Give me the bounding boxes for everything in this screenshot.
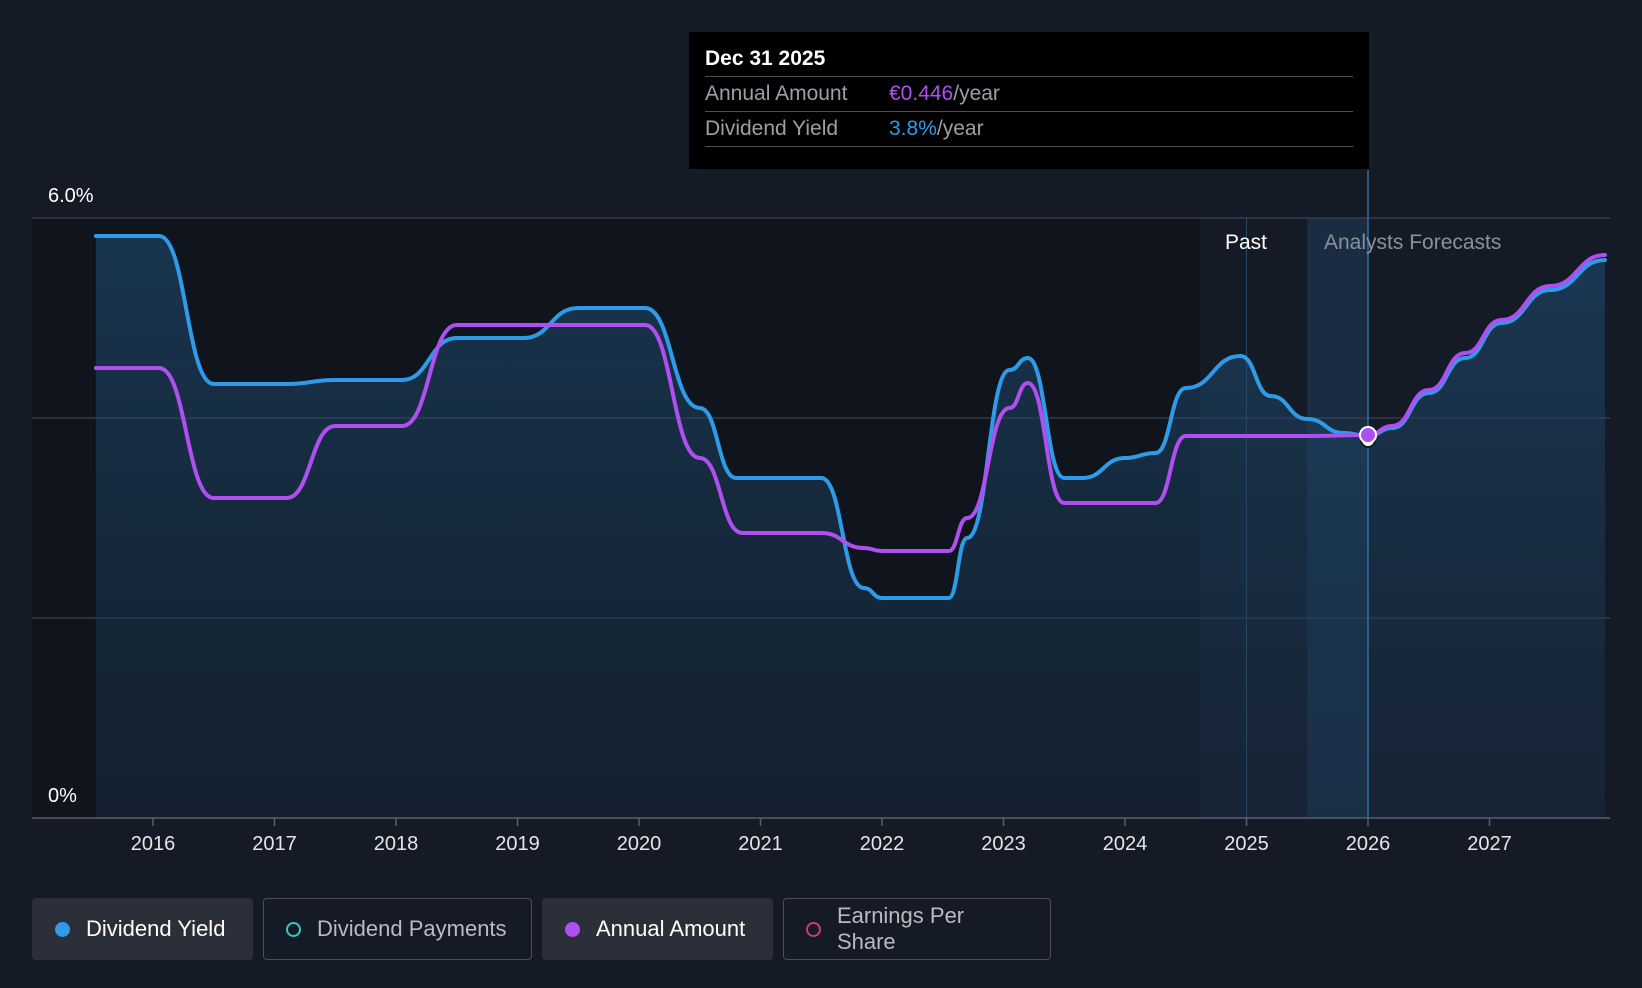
yield-area-fill: [95, 236, 1605, 818]
x-tick-label: 2017: [252, 833, 297, 855]
legend-dividend-yield[interactable]: Dividend Yield: [32, 898, 253, 960]
x-tick-label: 2021: [738, 833, 783, 855]
tooltip-date: Dec 31 2025: [705, 46, 1353, 77]
tooltip-unit: /year: [953, 82, 1000, 105]
legend-earnings-per-share[interactable]: Earnings Per Share: [783, 898, 1051, 960]
x-tick-label: 2027: [1467, 833, 1512, 855]
tooltip-label: Annual Amount: [705, 82, 848, 105]
ring-icon: [286, 921, 301, 937]
x-tick-label: 2020: [617, 833, 662, 855]
tooltip-label: Dividend Yield: [705, 117, 839, 140]
y-axis-max-label: 6.0%: [48, 185, 94, 207]
x-tick-label: 2023: [981, 833, 1026, 855]
x-tick-label: 2019: [495, 833, 540, 855]
x-tick-label: 2025: [1224, 833, 1269, 855]
tooltip-row-annual-amount: Annual Amount €0.446 /year: [705, 77, 1353, 112]
tooltip-row-dividend-yield: Dividend Yield 3.8% /year: [705, 112, 1353, 147]
x-tick-label: 2016: [131, 833, 176, 855]
legend-label: Earnings Per Share: [836, 903, 965, 954]
x-tick-label: 2018: [374, 833, 419, 855]
ring-icon: [806, 921, 821, 937]
legend-dividend-payments[interactable]: Dividend Payments: [263, 898, 532, 960]
annual-amount-line: [93, 253, 1607, 554]
past-label: Past: [1225, 231, 1267, 254]
tooltip: Dec 31 2025 Annual Amount €0.446 /year D…: [689, 32, 1369, 169]
dot-icon: [565, 921, 580, 937]
x-tick-label: 2024: [1103, 833, 1148, 855]
legend: Dividend Yield Dividend Payments Annual …: [32, 898, 1051, 960]
tooltip-value: €0.446: [889, 82, 954, 105]
x-axis-ticks: 2016 2017 2018 2019 2020 2021 2022 2023 2024 2025…: [131, 818, 1512, 855]
x-tick-label: 2022: [860, 833, 905, 855]
x-tick-label: 2026: [1346, 833, 1391, 855]
legend-label: Dividend Yield: [86, 916, 226, 941]
dot-icon: [55, 921, 70, 937]
legend-label: Dividend Payments: [317, 916, 507, 941]
forecast-label: Analysts Forecasts: [1324, 231, 1501, 254]
annual-amount-marker[interactable]: [1359, 426, 1377, 444]
tooltip-value: 3.8%: [889, 117, 937, 140]
y-axis-min-label: 0%: [48, 785, 77, 807]
tooltip-unit: /year: [936, 117, 984, 140]
legend-annual-amount[interactable]: Annual Amount: [542, 898, 773, 960]
legend-label: Annual Amount: [596, 916, 746, 941]
